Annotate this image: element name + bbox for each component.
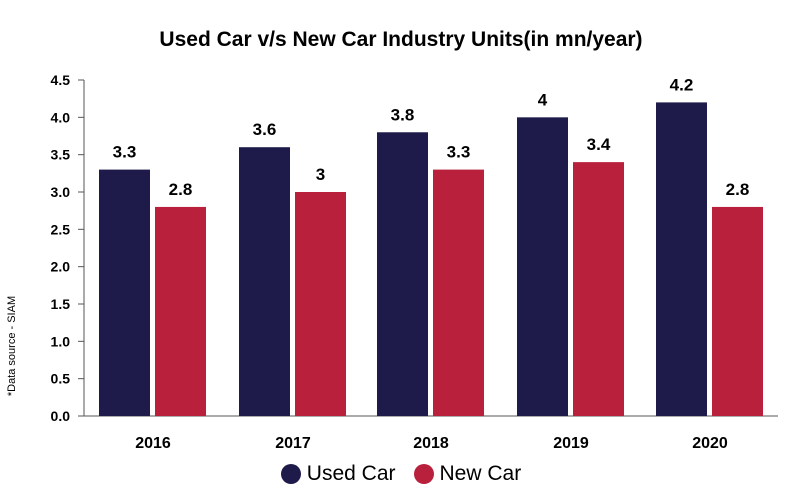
chart-title: Used Car v/s New Car Industry Units(in m… [159, 28, 643, 51]
data-label: 2.8 [726, 180, 750, 199]
y-tick-label: 2.0 [51, 259, 71, 275]
legend-label-used-car: Used Car [306, 462, 396, 485]
legend: Used Car New Car [0, 462, 802, 486]
bar-new-car [433, 169, 484, 416]
bar-used-car [656, 102, 707, 417]
bar-used-car [377, 132, 428, 416]
x-tick-label: 2019 [553, 435, 589, 452]
data-label: 3.6 [253, 120, 277, 139]
legend-label-new-car: New Car [439, 462, 522, 485]
data-label: 4 [538, 90, 548, 109]
legend-item-used-car: Used Car [280, 462, 396, 486]
data-label: 3.3 [447, 143, 471, 162]
data-label: 3.8 [391, 105, 415, 124]
y-tick-label: 3.0 [51, 184, 71, 200]
data-label: 4.2 [670, 75, 694, 94]
y-tick-label: 3.5 [51, 147, 71, 163]
bar-new-car [573, 162, 624, 416]
legend-swatch-new-car [413, 464, 434, 484]
x-tick-label: 2018 [413, 435, 449, 452]
legend-swatch-used-car [280, 464, 301, 484]
y-tick-label: 0.5 [51, 371, 71, 387]
data-label: 3.4 [587, 135, 611, 154]
x-tick-label: 2020 [692, 435, 728, 452]
y-tick-label: 1.0 [51, 333, 71, 349]
y-tick-label: 2.5 [51, 221, 71, 237]
y-tick-label: 1.5 [51, 296, 71, 312]
bar-used-car [517, 117, 568, 416]
y-tick-label: 0.0 [51, 408, 71, 424]
data-label: 3 [316, 165, 325, 184]
x-tick-label: 2016 [135, 435, 171, 452]
y-tick-label: 4.0 [51, 109, 71, 125]
y-tick-label: 4.5 [51, 72, 71, 88]
data-label: 2.8 [169, 180, 193, 199]
bar-new-car [295, 192, 346, 416]
bar-used-car [99, 169, 150, 416]
data-label: 3.3 [113, 143, 137, 162]
legend-item-new-car: New Car [413, 462, 522, 486]
bar-new-car [155, 206, 206, 416]
bar-used-car [239, 147, 290, 416]
x-tick-label: 2017 [275, 435, 311, 452]
bar-new-car [712, 206, 763, 416]
